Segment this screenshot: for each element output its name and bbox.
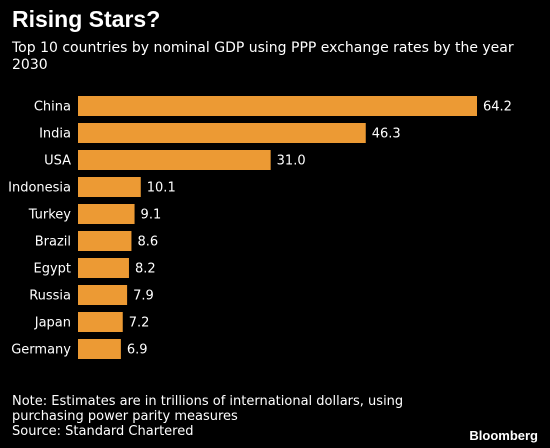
bar (78, 204, 135, 224)
bar (78, 312, 123, 332)
value-label: 64.2 (483, 100, 512, 115)
chart-subtitle: Top 10 countries by nominal GDP using PP… (12, 40, 514, 73)
chart-source: Source: Standard Chartered (12, 424, 194, 439)
category-label: Egypt (33, 262, 71, 277)
bar (78, 285, 128, 305)
category-label: USA (44, 154, 71, 169)
category-label: China (34, 100, 71, 115)
bar-chart: China 64.2 India 46.3 USA 31.0 Indonesia 10.1 Tu… (8, 96, 512, 359)
category-label: Russia (29, 289, 71, 304)
value-label: 8.6 (137, 235, 158, 250)
bar (78, 258, 129, 278)
bloomberg-logo: Bloomberg (469, 428, 538, 443)
category-label: Brazil (35, 235, 71, 250)
bar (78, 123, 366, 143)
value-label: 7.2 (129, 316, 150, 331)
value-label: 31.0 (277, 154, 306, 169)
category-label: Turkey (28, 208, 72, 223)
bar (78, 339, 121, 359)
bar (78, 231, 132, 251)
value-label: 7.9 (133, 289, 154, 304)
category-label: Japan (34, 316, 71, 331)
value-label: 10.1 (147, 181, 176, 196)
value-label: 6.9 (127, 343, 148, 358)
bar (78, 150, 271, 170)
value-label: 9.1 (141, 208, 162, 223)
bar (78, 96, 477, 116)
chart-title: Rising Stars? (12, 6, 161, 32)
bar (78, 177, 141, 197)
category-label: Germany (11, 343, 71, 358)
value-label: 46.3 (372, 127, 401, 142)
chart-note: Note: Estimates are in trillions of inte… (12, 394, 404, 424)
value-label: 8.2 (135, 262, 156, 277)
category-label: Indonesia (8, 181, 71, 196)
category-label: India (39, 127, 71, 142)
